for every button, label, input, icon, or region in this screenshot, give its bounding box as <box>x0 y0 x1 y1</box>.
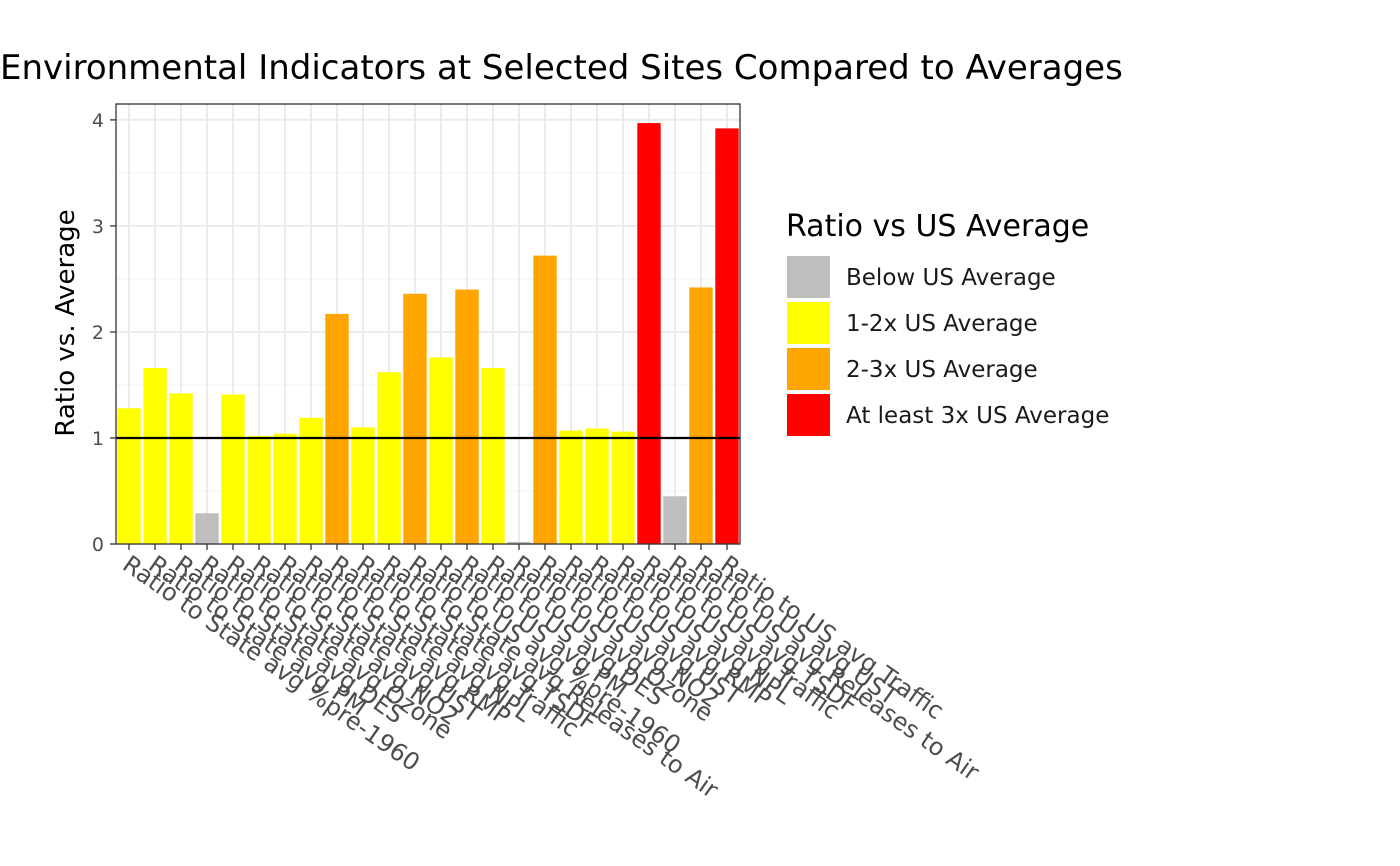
legend-swatch <box>787 256 830 298</box>
bar <box>533 255 557 545</box>
bar <box>221 394 245 544</box>
legend-label: 2-3x US Average <box>846 357 1038 383</box>
plot-border <box>115 103 741 545</box>
y-tick-label: 0 <box>92 534 104 556</box>
legend-swatch <box>787 302 830 344</box>
bar <box>585 428 609 544</box>
bar <box>481 368 505 544</box>
bar <box>195 513 219 544</box>
bar <box>169 393 193 544</box>
bar <box>715 128 739 544</box>
plot-panel <box>116 104 740 544</box>
bar <box>325 313 349 544</box>
bar <box>273 433 297 544</box>
bar <box>689 287 713 544</box>
bar <box>559 430 583 544</box>
legend-swatch <box>787 394 830 436</box>
bar <box>351 427 375 544</box>
bar <box>663 496 687 544</box>
bar <box>377 372 401 544</box>
y-axis-label: Ratio vs. Average <box>51 209 81 436</box>
bar <box>637 123 661 544</box>
chart-title: Environmental Indicators at Selected Sit… <box>0 48 1123 88</box>
legend-title: Ratio vs US Average <box>786 209 1089 244</box>
bar <box>299 417 323 544</box>
legend-label: 1-2x US Average <box>846 311 1038 337</box>
bar <box>143 368 167 544</box>
bar <box>611 431 635 544</box>
legend-swatch <box>787 348 830 390</box>
y-tick-label: 2 <box>92 322 104 344</box>
legend-label: At least 3x US Average <box>846 403 1109 429</box>
bar <box>507 541 531 544</box>
bar <box>429 357 453 544</box>
bar <box>117 408 141 544</box>
bar <box>455 289 479 544</box>
legend: Ratio vs US Average Below US Average 1-2x… <box>786 209 1109 436</box>
y-tick-label: 4 <box>92 110 104 132</box>
bar <box>403 293 427 544</box>
bar <box>247 435 271 544</box>
y-tick-label: 3 <box>92 216 104 238</box>
legend-label: Below US Average <box>846 265 1056 291</box>
y-tick-label: 1 <box>92 428 104 450</box>
